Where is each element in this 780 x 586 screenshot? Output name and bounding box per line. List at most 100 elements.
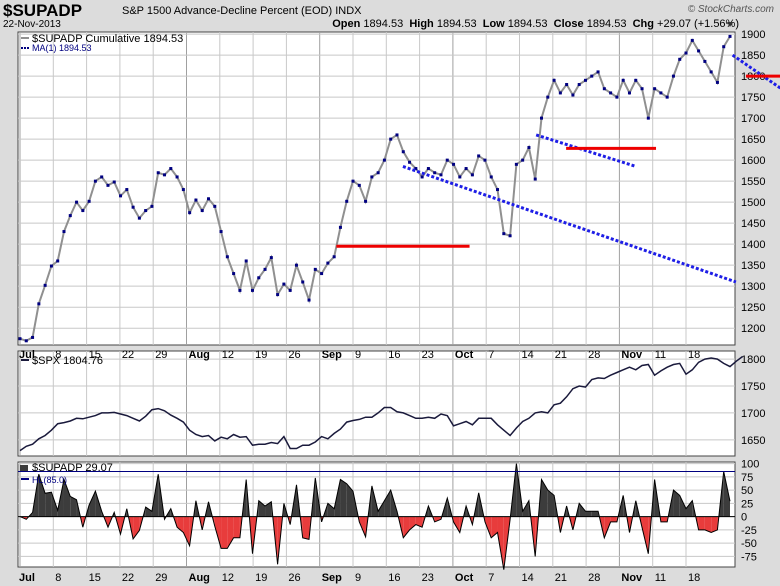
positive-area	[686, 500, 693, 517]
high-label: High	[409, 18, 434, 30]
positive-area	[51, 492, 58, 517]
data-point	[307, 298, 311, 302]
indicator-x-tick-label: 14	[522, 572, 534, 584]
data-point	[389, 137, 393, 141]
indicator-x-tick-label: 26	[288, 572, 300, 584]
data-point	[326, 261, 330, 265]
negative-area	[434, 516, 441, 522]
chart-header: $SUPADP S&P 1500 Advance-Decline Percent…	[0, 0, 780, 32]
main-x-tick-label: 7	[488, 349, 494, 361]
negative-area	[660, 516, 668, 522]
data-point	[163, 173, 167, 177]
data-point	[408, 160, 412, 164]
indicator-x-tick-label: Jul	[19, 572, 35, 584]
data-point	[546, 95, 550, 99]
main-legend-series: $SUPADP Cumulative 1894.53	[32, 33, 183, 45]
data-point	[527, 146, 531, 150]
indicator-x-tick-label: 23	[422, 572, 434, 584]
data-point	[703, 59, 707, 63]
data-point	[458, 175, 462, 179]
negative-area	[497, 516, 504, 570]
data-point	[131, 205, 135, 209]
low-value: 1894.53	[507, 18, 548, 30]
positive-area	[70, 496, 77, 517]
data-point	[370, 175, 374, 179]
indicator-x-tick-label: 9	[355, 572, 361, 584]
negative-area	[133, 516, 140, 539]
data-point	[483, 158, 487, 162]
indicator-x-tick-label: 12	[222, 572, 234, 584]
data-point	[577, 83, 581, 87]
spx-y-tick-label: 1800	[741, 354, 765, 366]
positive-area	[723, 471, 730, 517]
exchange-text: INDX	[335, 5, 362, 17]
negative-area	[704, 516, 712, 533]
indicator-x-tick-label: Oct	[455, 572, 474, 584]
main-y-tick-label: 1200	[741, 323, 765, 335]
data-point	[244, 259, 248, 263]
chart-date: 22-Nov-2013	[3, 19, 61, 30]
data-point	[470, 173, 474, 177]
data-point	[200, 209, 204, 213]
main-x-tick-label: 22	[122, 349, 134, 361]
negative-area	[610, 516, 617, 522]
data-point	[521, 158, 525, 162]
data-point	[225, 255, 229, 259]
data-point	[62, 230, 66, 234]
indicator-x-tick-label: 29	[155, 572, 167, 584]
negative-area	[491, 516, 498, 538]
main-x-tick-label: Oct	[455, 349, 474, 361]
data-point	[18, 337, 22, 341]
main-y-tick-label: 1300	[741, 281, 765, 293]
data-point	[715, 80, 719, 84]
symbol-title: $SUPADP	[3, 1, 83, 20]
data-point	[125, 188, 129, 192]
data-point	[401, 150, 405, 154]
positive-area	[145, 507, 152, 517]
main-y-tick-label: 1600	[741, 155, 765, 167]
data-point	[119, 194, 123, 198]
high-value: 1894.53	[436, 18, 477, 30]
main-y-tick-label: 1250	[741, 302, 765, 314]
data-point	[181, 188, 185, 192]
indicator-x-tick-label: 19	[255, 572, 267, 584]
indicator-y-tick-label: -25	[741, 525, 757, 537]
data-point	[502, 232, 506, 236]
data-point	[150, 204, 154, 208]
data-point	[697, 49, 701, 53]
positive-area	[384, 490, 391, 517]
indicator-x-tick-label: Sep	[322, 572, 342, 584]
trendline	[535, 133, 637, 168]
data-point	[301, 280, 305, 284]
data-point	[257, 276, 261, 280]
data-point	[439, 173, 443, 177]
main-y-tick-label: 1850	[741, 50, 765, 62]
negative-area	[221, 516, 228, 549]
spx-panel	[17, 350, 736, 457]
negative-area	[227, 516, 234, 549]
positive-area	[541, 479, 548, 517]
main-x-tick-label: Aug	[189, 349, 210, 361]
data-point	[452, 162, 456, 166]
data-point	[213, 204, 217, 208]
close-label: Close	[553, 18, 584, 30]
data-point	[602, 87, 606, 91]
indicator-y-tick-label: -50	[741, 538, 757, 550]
low-label: Low	[482, 18, 505, 30]
data-point	[106, 183, 110, 187]
positive-area	[378, 500, 385, 517]
data-point	[665, 95, 669, 99]
main-y-tick-label: 1400	[741, 239, 765, 251]
data-point	[232, 272, 236, 276]
indicator-series-line	[19, 463, 731, 570]
main-y-tick-label: 1350	[741, 260, 765, 272]
data-point	[565, 83, 569, 87]
positive-area	[547, 490, 555, 517]
positive-area	[679, 495, 687, 517]
symbol-description: S&P 1500 Advance-Decline Percent (EOD) I…	[122, 5, 361, 17]
scroll-arrow-icon	[727, 22, 733, 27]
indicator-y-tick-label: 75	[741, 472, 753, 484]
data-point	[338, 225, 342, 229]
data-point	[332, 255, 336, 259]
